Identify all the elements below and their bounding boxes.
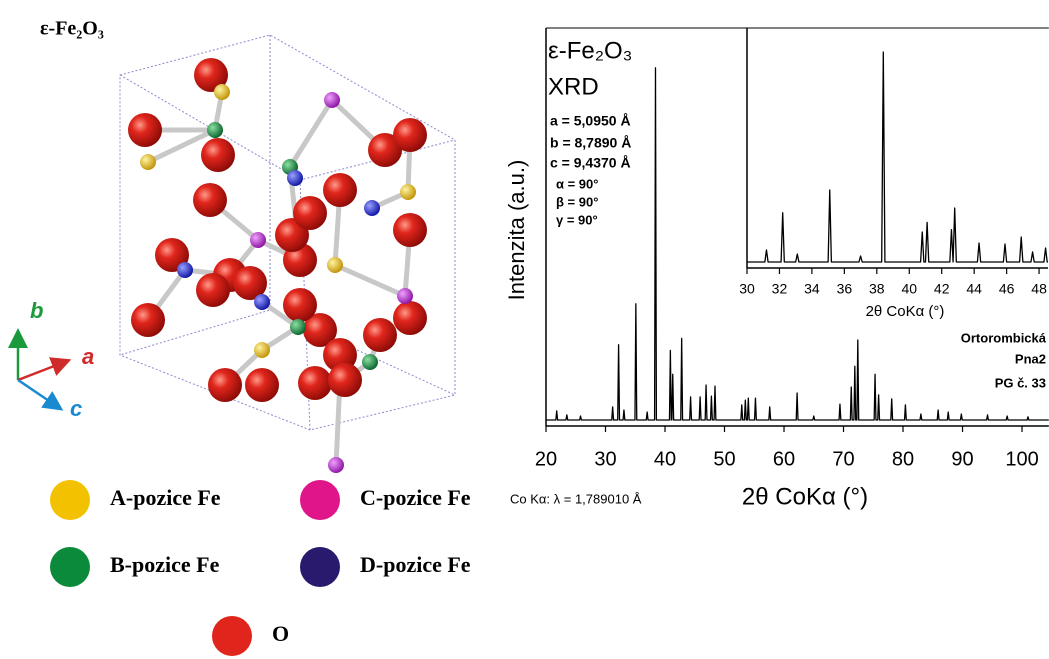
oxygen-atom <box>128 113 162 147</box>
annotation: Co Kα: λ = 1,789010 Å <box>510 491 642 506</box>
x-tick-label: 38 <box>869 281 885 297</box>
iron-atom <box>177 262 193 278</box>
legend-label: D-pozice Fe <box>360 552 471 577</box>
annotation: XRD <box>548 73 599 100</box>
oxygen-atom <box>393 118 427 152</box>
annotation: c = 9,4370 Å <box>550 155 631 171</box>
annotation: α = 90° <box>556 176 598 191</box>
iron-atom <box>362 354 378 370</box>
annotation: β = 90° <box>556 194 598 209</box>
legend-swatch <box>50 547 90 587</box>
iron-atom <box>287 170 303 186</box>
x-tick-label: 44 <box>966 281 982 297</box>
x-tick-label: 42 <box>934 281 950 297</box>
annotation: Ortorombická <box>961 330 1047 345</box>
iron-atom <box>324 92 340 108</box>
iron-atom <box>214 84 230 100</box>
axis-c-label: c <box>70 396 82 421</box>
legend-label: A-pozice Fe <box>110 485 221 510</box>
legend-label: C-pozice Fe <box>360 485 471 510</box>
oxygen-atom <box>131 303 165 337</box>
oxygen-atom <box>363 318 397 352</box>
x-tick-label: 30 <box>739 281 755 297</box>
oxygen-atom <box>283 288 317 322</box>
annotation: PG č. 33 <box>995 375 1046 390</box>
iron-atom <box>397 288 413 304</box>
oxygen-atom <box>245 368 279 402</box>
oxygen-atom <box>196 273 230 307</box>
legend-label: B-pozice Fe <box>110 552 220 577</box>
x-tick-label: 20 <box>535 448 557 470</box>
oxygen-atom <box>393 301 427 335</box>
x-tick-label: 70 <box>832 448 854 470</box>
x-axis-label: 2θ CoKα (°) <box>742 483 868 510</box>
x-tick-label: 40 <box>901 281 917 297</box>
axis-a-label: a <box>82 344 94 369</box>
x-tick-label: 50 <box>713 448 735 470</box>
iron-atom <box>254 342 270 358</box>
oxygen-atom <box>298 366 332 400</box>
structure-title: ε-Fe₂O₃ <box>40 18 104 40</box>
oxygen-atom <box>201 138 235 172</box>
iron-atom <box>140 154 156 170</box>
oxygen-atom <box>293 196 327 230</box>
iron-atom <box>290 319 306 335</box>
x-tick-label: 60 <box>773 448 795 470</box>
annotation: b = 8,7890 Å <box>550 135 631 151</box>
x-tick-label: 32 <box>772 281 788 297</box>
iron-atom <box>207 122 223 138</box>
x-axis-label: 2θ CoKα (°) <box>866 303 945 320</box>
legend-swatch <box>300 480 340 520</box>
x-tick-label: 36 <box>837 281 853 297</box>
x-tick-label: 100 <box>1005 448 1038 470</box>
oxygen-atom <box>193 183 227 217</box>
annotation: ε-Fe₂O₃ <box>548 37 632 64</box>
figure: b a c ε-Fe₂O₃ A-pozice Fe C-pozice Fe B-po… <box>0 0 1049 659</box>
legend-swatch <box>300 547 340 587</box>
x-tick-label: 90 <box>951 448 973 470</box>
legend-swatch <box>212 616 252 656</box>
iron-atom <box>327 257 343 273</box>
x-tick-label: 34 <box>804 281 820 297</box>
x-tick-label: 40 <box>654 448 676 470</box>
iron-atom <box>364 200 380 216</box>
y-axis-label: Intenzita (a.u.) <box>504 160 529 301</box>
iron-atom <box>254 294 270 310</box>
x-tick-label: 80 <box>892 448 914 470</box>
annotation: γ = 90° <box>556 212 598 227</box>
iron-atom <box>250 232 266 248</box>
x-tick-label: 30 <box>594 448 616 470</box>
oxygen-atom <box>323 173 357 207</box>
x-tick-label: 48 <box>1031 281 1047 297</box>
x-tick-label: 46 <box>999 281 1015 297</box>
oxygen-atom <box>328 363 362 397</box>
iron-atom <box>400 184 416 200</box>
oxygen-atom <box>393 213 427 247</box>
annotation: Pna2 <box>1015 351 1046 366</box>
iron-atom <box>328 457 344 473</box>
axis-b-label: b <box>30 298 43 323</box>
annotation: a = 5,0950 Å <box>550 113 631 129</box>
oxygen-atom <box>208 368 242 402</box>
legend-label: O <box>272 621 289 646</box>
legend-swatch <box>50 480 90 520</box>
